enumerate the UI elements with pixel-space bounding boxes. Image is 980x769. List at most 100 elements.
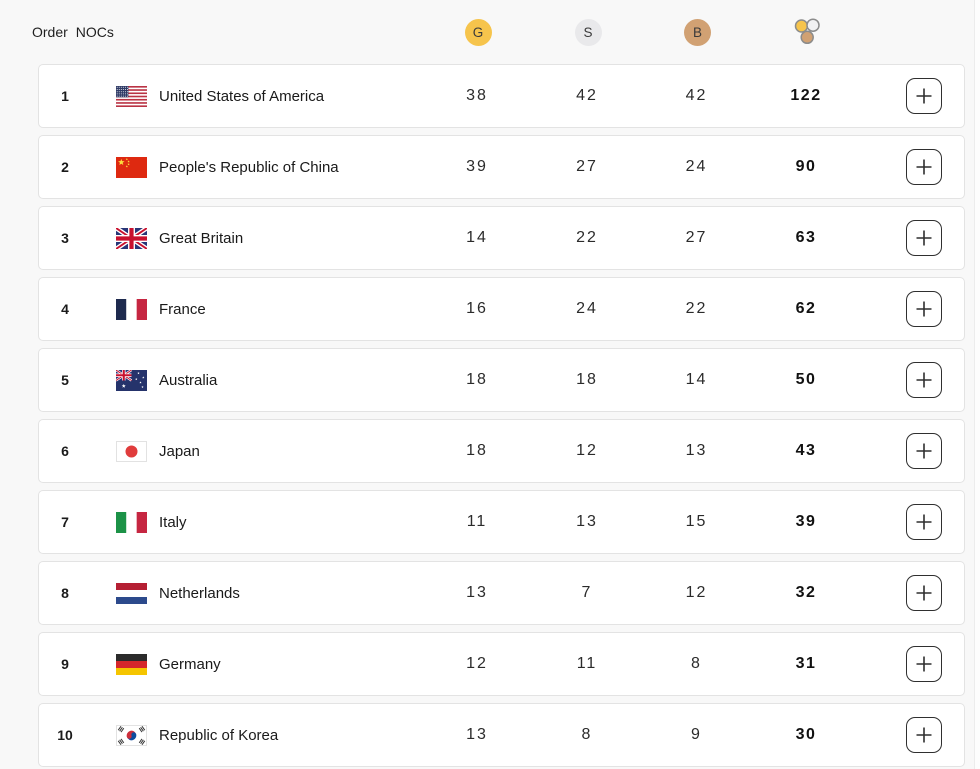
country-name: United States of America: [159, 87, 325, 105]
expand-row-button[interactable]: [906, 149, 942, 185]
plus-icon: [916, 372, 932, 388]
plus-icon: [916, 443, 932, 459]
country-name: Italy: [159, 513, 187, 531]
silver-count: 7: [581, 584, 593, 601]
medal-table-row: 2 People's Republic of China 39 27 24 90: [38, 135, 965, 199]
medal-table-header: Order NOCs G S B: [32, 0, 965, 64]
country-name: Japan: [159, 442, 200, 460]
gold-count: 38: [466, 87, 488, 104]
plus-icon: [916, 159, 932, 175]
medal-table-row: 1 United States of America 38 42 42 122: [38, 64, 965, 128]
silver-medal-icon: S: [574, 18, 602, 46]
bronze-count: 15: [685, 513, 708, 530]
medal-table-row: 5 Australia 18 18 14 50: [38, 348, 965, 412]
medal-table-row: 9 Germany 12 11 8 31: [38, 632, 965, 696]
expand-row-button[interactable]: [906, 717, 942, 753]
medal-table-rows: 1 United States of America 38 42 42 122 …: [38, 64, 965, 767]
country-flag-icon-fr: [116, 298, 147, 320]
scrollbar-track[interactable]: [974, 0, 980, 769]
medal-table-row: 6 Japan 18 12 13 43: [38, 419, 965, 483]
gold-count: 12: [466, 655, 488, 672]
medal-table-row: 8 Netherlands 13 7 12 32: [38, 561, 965, 625]
gold-count: 13: [466, 726, 488, 743]
rank-value: 10: [57, 727, 73, 743]
bronze-column-header: B: [643, 18, 752, 46]
silver-count: 11: [576, 655, 598, 672]
order-column-header: Order: [32, 24, 68, 40]
gold-count: 18: [466, 442, 488, 459]
total-count: 30: [795, 726, 817, 743]
bronze-count: 14: [685, 371, 708, 388]
country-flag-icon-cn: [116, 156, 147, 178]
bronze-count: 42: [685, 87, 708, 104]
bronze-medal-icon: B: [684, 18, 711, 46]
total-count: 39: [795, 513, 817, 530]
expand-row-button[interactable]: [906, 575, 942, 611]
plus-icon: [916, 301, 932, 317]
country-name: Netherlands: [159, 584, 240, 602]
total-count: 90: [795, 158, 817, 175]
gold-column-header: G: [423, 18, 533, 46]
plus-icon: [916, 514, 932, 530]
rank-value: 2: [61, 159, 69, 175]
expand-row-button[interactable]: [906, 646, 942, 682]
total-count: 50: [795, 371, 817, 388]
expand-row-button[interactable]: [906, 78, 942, 114]
country-flag-icon-de: [116, 653, 147, 675]
bronze-count: 27: [685, 229, 708, 246]
silver-count: 12: [576, 442, 598, 459]
rank-value: 4: [61, 301, 69, 317]
rank-value: 5: [61, 372, 69, 388]
silver-column-header: S: [533, 18, 643, 46]
country-flag-icon-gb: [116, 227, 147, 249]
rank-value: 3: [61, 230, 69, 246]
silver-count: 24: [576, 300, 598, 317]
country-name: Germany: [159, 655, 221, 673]
gold-count: 16: [466, 300, 488, 317]
country-flag-icon-nl: [116, 582, 147, 604]
medal-table-row: 3 Great Britain 14 22 27 63: [38, 206, 965, 270]
header-left-labels: Order NOCs: [32, 24, 423, 40]
plus-icon: [916, 656, 932, 672]
medal-table-row: 7 Italy 11 13 15 39: [38, 490, 965, 554]
bronze-count: 13: [685, 442, 708, 459]
expand-row-button[interactable]: [906, 504, 942, 540]
plus-icon: [916, 88, 932, 104]
expand-row-button[interactable]: [906, 362, 942, 398]
plus-icon: [916, 585, 932, 601]
total-column-header: [752, 17, 862, 47]
bronze-count: 12: [685, 584, 708, 601]
country-flag-icon-kr: [116, 724, 147, 746]
gold-count: 14: [466, 229, 488, 246]
gold-count: 11: [466, 513, 488, 530]
rank-value: 8: [61, 585, 69, 601]
country-name: Australia: [159, 371, 218, 389]
silver-count: 13: [576, 513, 598, 530]
country-name: France: [159, 300, 206, 318]
total-count: 43: [795, 442, 817, 459]
rank-value: 6: [61, 443, 69, 459]
country-flag-icon-jp: [116, 440, 147, 462]
total-count: 122: [790, 87, 822, 104]
country-flag-icon-us: [116, 85, 147, 107]
medal-table-row: 10 Republic of Korea 13 8 9 30: [38, 703, 965, 767]
bronze-count: 9: [691, 726, 702, 743]
gold-count: 13: [466, 584, 488, 601]
expand-row-button[interactable]: [906, 291, 942, 327]
country-name: Great Britain: [159, 229, 244, 247]
silver-count: 22: [576, 229, 598, 246]
expand-row-button[interactable]: [906, 433, 942, 469]
gold-count: 18: [466, 371, 488, 388]
silver-count: 8: [581, 726, 593, 743]
expand-row-button[interactable]: [906, 220, 942, 256]
plus-icon: [916, 727, 932, 743]
bronze-count: 22: [685, 300, 708, 317]
gold-medal-icon: G: [464, 18, 492, 46]
rank-value: 7: [61, 514, 69, 530]
nocs-column-header: NOCs: [75, 24, 114, 40]
bronze-count: 8: [691, 655, 702, 672]
total-count: 62: [795, 300, 817, 317]
total-count: 31: [795, 655, 817, 672]
country-name: People's Republic of China: [159, 158, 339, 176]
